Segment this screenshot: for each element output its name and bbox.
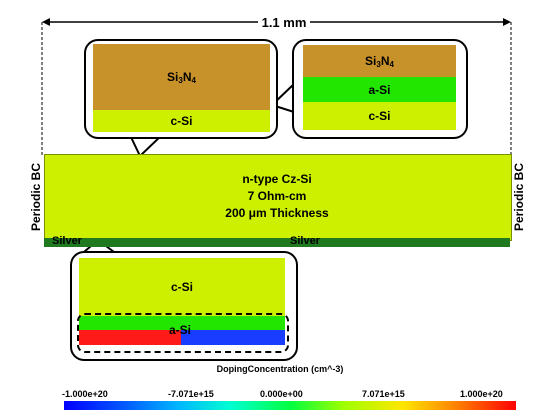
layer-csi-right: c-Si [303, 102, 456, 130]
layer-csi-left: c-Si [93, 110, 270, 132]
colorbar-title: DopingConcentration (cm^-3) [216, 364, 344, 374]
silver-center-label: Silver [290, 235, 320, 247]
substrate-text: n-type Cz-Si 7 Ohm-cm 200 μm Thickness [44, 166, 510, 226]
dimension-label: 1.1 mm [261, 14, 307, 30]
colorbar-tick-2: -7.071e+15 [168, 389, 214, 399]
periodic-bc-right: Periodic BC [512, 163, 526, 232]
layer-asi-bottom [79, 316, 285, 330]
colorbar-tick-3: 0.000e+00 [260, 389, 303, 399]
periodic-bc-left: Periodic BC [29, 163, 43, 232]
layer-si3n4-left: Si3N4 [93, 44, 270, 110]
colorbar-gradient [64, 401, 516, 410]
colorbar-tick-1: -1.000e+20 [62, 389, 108, 399]
substrate-type: n-type Cz-Si [242, 171, 312, 186]
layer-asi-bottom-label: a-Si [168, 323, 191, 337]
substrate-resistivity: 7 Ohm-cm [247, 188, 307, 203]
silver-left-label: Silver [52, 235, 82, 247]
colorbar-tick-5: 1.000e+20 [460, 389, 503, 399]
doped-region-outline [77, 313, 289, 353]
silver-contact [44, 238, 510, 247]
layer-asi-right: a-Si [303, 77, 456, 102]
layer-csi-bottom: c-Si [79, 258, 285, 316]
colorbar-tick-4: 7.071e+15 [362, 389, 405, 399]
doped-region-n [181, 330, 285, 345]
doped-region-p [79, 330, 181, 345]
substrate-thickness: 200 μm Thickness [225, 205, 329, 220]
layer-si3n4-right: Si3N4 [303, 45, 456, 77]
